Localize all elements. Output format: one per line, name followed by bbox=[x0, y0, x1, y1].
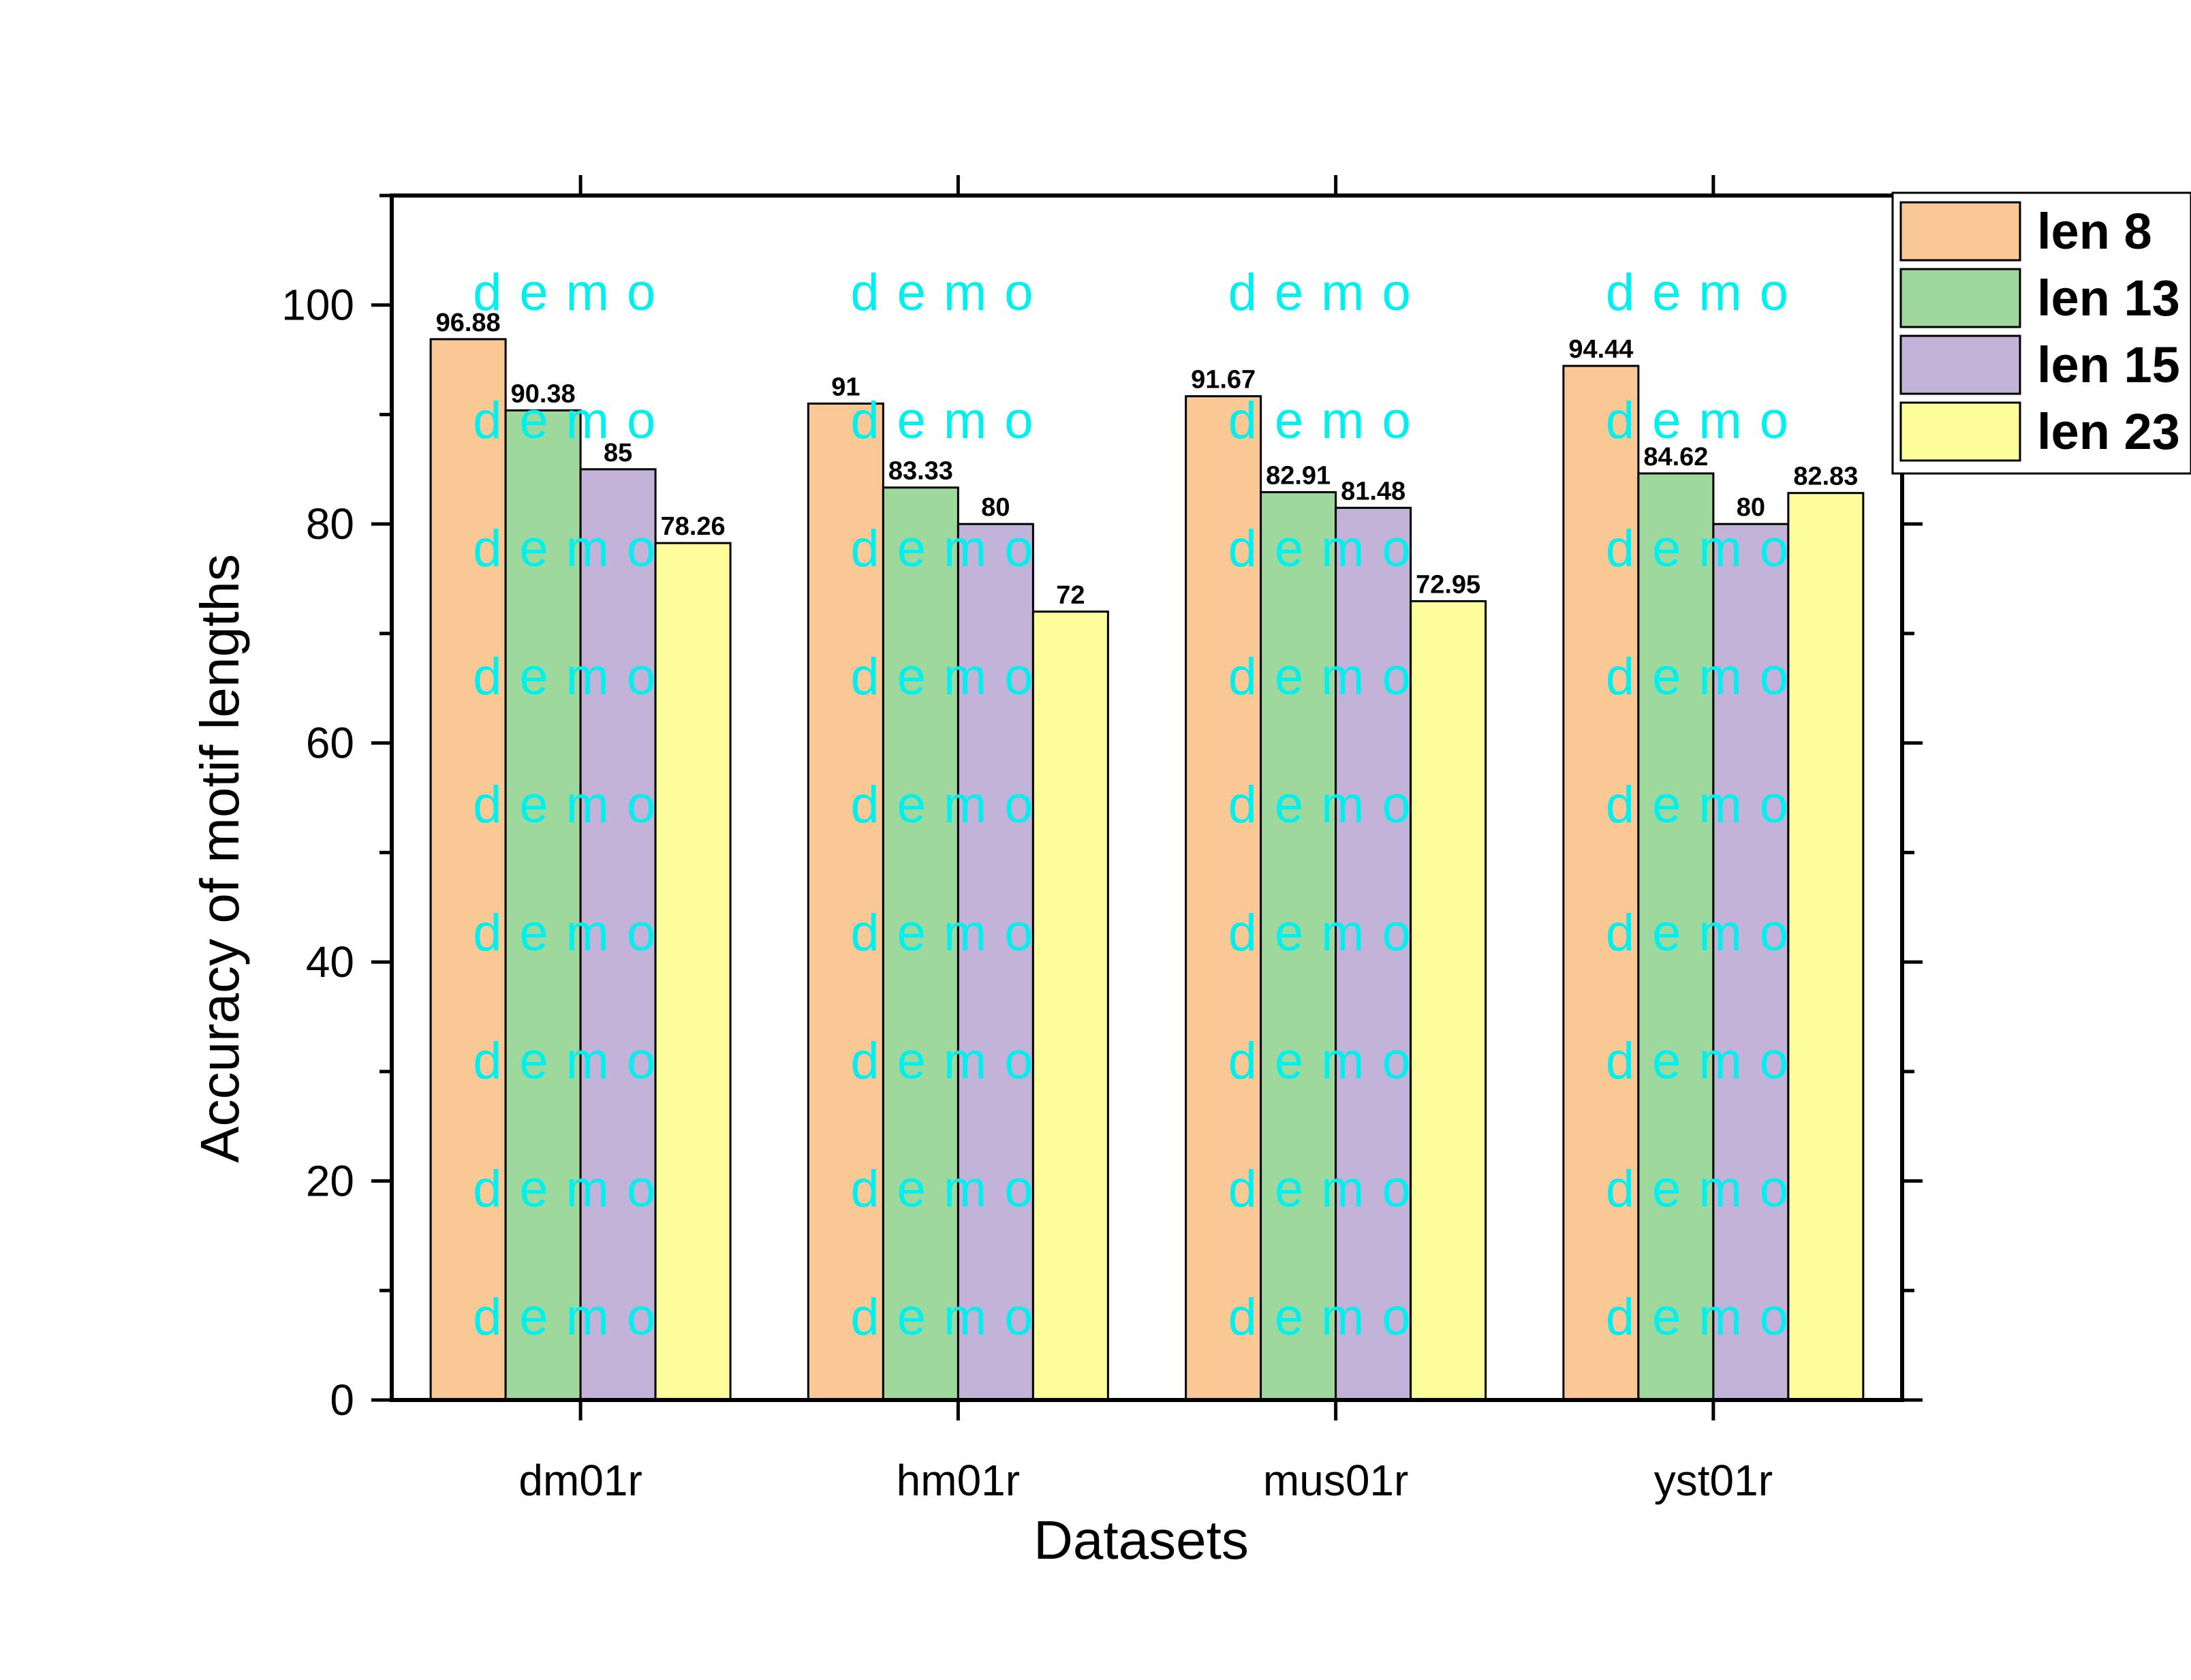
watermark-text: demo bbox=[850, 1288, 1051, 1346]
bar-hm01r-len8 bbox=[807, 402, 884, 1401]
bar-hm01r-len23 bbox=[1031, 610, 1109, 1401]
watermark-text: demo bbox=[1606, 1032, 1806, 1090]
data-label-hm01r-len23: 72 bbox=[1056, 581, 1085, 610]
data-label-dm01r-len23: 78.26 bbox=[661, 512, 726, 541]
watermark-text: demo bbox=[1228, 1288, 1429, 1346]
watermark-text: demo bbox=[1606, 1160, 1806, 1218]
watermark-text: demo bbox=[473, 520, 673, 578]
y-tick-label: 100 bbox=[281, 281, 354, 330]
bar-yst01r-len8 bbox=[1562, 364, 1640, 1401]
data-label-hm01r-len13: 83.33 bbox=[888, 457, 953, 486]
watermark-text: demo bbox=[850, 1160, 1051, 1218]
bar-dm01r-len15 bbox=[579, 468, 657, 1401]
watermark-text: demo bbox=[850, 392, 1051, 450]
watermark-text: demo bbox=[850, 1032, 1051, 1090]
x-tick-label-hm01r: hm01r bbox=[897, 1456, 1020, 1505]
watermark-text: demo bbox=[473, 904, 673, 962]
y-tick-label: 20 bbox=[306, 1157, 354, 1206]
watermark-text: demo bbox=[1228, 520, 1429, 578]
watermark-text: demo bbox=[1228, 1032, 1429, 1090]
y-tick-label: 80 bbox=[306, 499, 354, 548]
data-label-yst01r-len15: 80 bbox=[1737, 493, 1765, 522]
legend-swatch-len8 bbox=[1899, 201, 2021, 262]
data-labels-layer: 96.88 90.38 85 78.26 91 83.33 80 72 91.67 82.91 81… bbox=[436, 309, 1859, 610]
data-label-mus01r-len13: 82.91 bbox=[1266, 461, 1331, 490]
bar-hm01r-len15 bbox=[957, 523, 1034, 1401]
x-tick-label-yst01r: yst01r bbox=[1654, 1456, 1773, 1505]
watermark-text: demo bbox=[473, 1288, 673, 1346]
axes-layer: 0 20 40 60 80 100 dm01r hm01r mus01r yst01r bbox=[281, 175, 1923, 1505]
data-label-dm01r-len13: 90.38 bbox=[511, 379, 576, 408]
watermark-text: demo bbox=[473, 264, 673, 322]
data-label-mus01r-len8: 91.67 bbox=[1191, 366, 1256, 394]
watermark-text: demo bbox=[1228, 648, 1429, 706]
watermark-text: demo bbox=[850, 264, 1051, 322]
bar-yst01r-len15 bbox=[1712, 523, 1790, 1401]
x-axis-title: Datasets bbox=[1034, 1510, 1249, 1570]
watermark-text: demo bbox=[473, 392, 673, 450]
data-label-hm01r-len15: 80 bbox=[981, 493, 1010, 522]
data-label-yst01r-len13: 84.62 bbox=[1643, 443, 1708, 471]
bar-mus01r-len13 bbox=[1260, 491, 1337, 1401]
legend-label-len13: len 13 bbox=[2037, 270, 2180, 326]
bar-dm01r-len8 bbox=[429, 338, 507, 1401]
y-axis-title: Accuracy of motif lengths bbox=[189, 554, 250, 1163]
legend-swatch-len23 bbox=[1899, 401, 2021, 462]
x-tick-label-dm01r: dm01r bbox=[518, 1456, 642, 1505]
watermark-text: demo bbox=[850, 904, 1051, 962]
data-label-yst01r-len23: 82.83 bbox=[1793, 463, 1858, 491]
watermark-text: demo bbox=[1606, 904, 1806, 962]
legend-label-len23: len 23 bbox=[2037, 403, 2180, 460]
watermark-text: demo bbox=[1606, 648, 1806, 706]
watermark-layer: demo demo demo demo demo demo demo demo demo demo… bbox=[473, 264, 1806, 1346]
plot-frame bbox=[390, 193, 1904, 1402]
legend: len 8 len 13 len 15 len 23 bbox=[1891, 191, 2191, 475]
watermark-text: demo bbox=[1606, 392, 1806, 450]
legend-swatch-len15 bbox=[1899, 335, 2021, 395]
watermark-text: demo bbox=[850, 648, 1051, 706]
legend-label-len8: len 8 bbox=[2037, 203, 2152, 260]
data-label-hm01r-len8: 91 bbox=[831, 373, 860, 401]
legend-swatch-len13 bbox=[1899, 268, 2021, 328]
watermark-text: demo bbox=[1228, 776, 1429, 834]
legend-label-len15: len 15 bbox=[2037, 337, 2180, 393]
data-label-mus01r-len15: 81.48 bbox=[1341, 477, 1405, 505]
data-label-mus01r-len23: 72.95 bbox=[1416, 570, 1480, 599]
data-label-yst01r-len8: 94.44 bbox=[1568, 335, 1633, 364]
bar-dm01r-len13 bbox=[504, 409, 582, 1401]
y-tick-label: 40 bbox=[306, 937, 354, 986]
watermark-text: demo bbox=[473, 648, 673, 706]
watermark-text: demo bbox=[473, 1160, 673, 1218]
watermark-text: demo bbox=[1606, 776, 1806, 834]
watermark-text: demo bbox=[473, 776, 673, 834]
x-tick-label-mus01r: mus01r bbox=[1263, 1456, 1408, 1505]
data-label-dm01r-len8: 96.88 bbox=[436, 309, 501, 337]
bars-layer bbox=[429, 338, 1865, 1401]
watermark-text: demo bbox=[850, 520, 1051, 578]
y-tick-label: 0 bbox=[330, 1375, 354, 1425]
watermark-text: demo bbox=[1228, 392, 1429, 450]
watermark-text: demo bbox=[1606, 520, 1806, 578]
watermark-text: demo bbox=[473, 1032, 673, 1090]
watermark-text: demo bbox=[850, 776, 1051, 834]
watermark-text: demo bbox=[1228, 264, 1429, 322]
watermark-text: demo bbox=[1228, 904, 1429, 962]
watermark-text: demo bbox=[1228, 1160, 1429, 1218]
bar-dm01r-len23 bbox=[654, 542, 732, 1401]
y-tick-label: 60 bbox=[306, 719, 354, 768]
watermark-text: demo bbox=[1606, 1288, 1806, 1346]
bar-mus01r-len23 bbox=[1410, 600, 1487, 1401]
watermark-text: demo bbox=[1606, 264, 1806, 322]
data-label-dm01r-len15: 85 bbox=[604, 439, 632, 467]
